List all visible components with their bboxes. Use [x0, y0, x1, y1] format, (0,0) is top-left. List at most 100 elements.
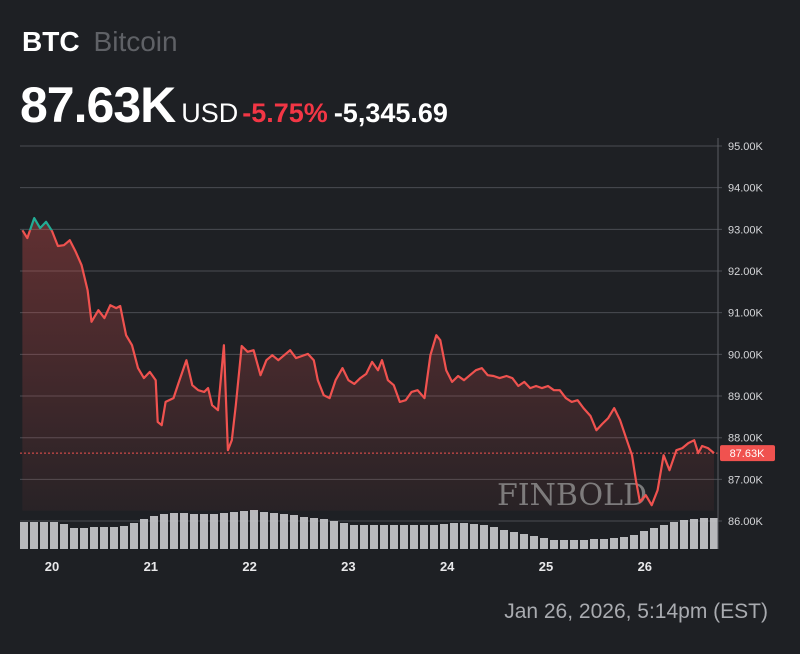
- volume-bar: [680, 520, 688, 549]
- volume-bar: [360, 525, 368, 549]
- volume-bar: [640, 531, 648, 549]
- watermark-logo: FINBOLD: [497, 478, 647, 513]
- last-price-tag: [720, 445, 775, 462]
- price-line-down: [21, 230, 715, 507]
- volume-bar: [180, 513, 188, 549]
- y-tick-label: 95.00K: [728, 141, 764, 153]
- volume-bar: [630, 535, 638, 549]
- x-tick-label: 26: [638, 559, 652, 574]
- volume-bar: [290, 515, 298, 549]
- y-tick-label: 86.00K: [728, 516, 764, 528]
- volume-bar: [530, 536, 538, 549]
- volume-bar: [610, 538, 618, 549]
- volume-bar: [300, 517, 308, 549]
- volume-bar: [220, 513, 228, 549]
- volume-bar: [440, 524, 448, 549]
- volume-bar: [690, 519, 698, 549]
- volume-bar: [170, 513, 178, 549]
- ticker-header: BTC Bitcoin: [22, 26, 178, 58]
- y-tick-label: 88.00K: [728, 433, 764, 445]
- volume-bar: [60, 524, 68, 549]
- volume-bar: [270, 513, 278, 549]
- volume-bar: [280, 514, 288, 549]
- y-tick-label: 92.00K: [728, 266, 764, 278]
- volume-bar: [460, 523, 468, 549]
- volume-bar: [590, 539, 598, 549]
- volume-bar: [430, 525, 438, 549]
- volume-bar: [70, 528, 78, 549]
- volume-bar: [380, 525, 388, 549]
- volume-bar: [580, 540, 588, 549]
- volume-bar: [370, 525, 378, 549]
- volume-bar: [600, 539, 608, 549]
- price-row: 87.63K USD -5.75% -5,345.69: [20, 76, 448, 134]
- volume-bar: [650, 528, 658, 549]
- volume-bar: [240, 511, 248, 549]
- volume-bar: [410, 525, 418, 549]
- volume-bar: [80, 528, 88, 549]
- volume-bar: [700, 518, 708, 549]
- x-tick-label: 22: [242, 559, 256, 574]
- volume-bar: [480, 525, 488, 549]
- volume-bar: [200, 514, 208, 549]
- volume-bar: [340, 523, 348, 549]
- volume-bar: [230, 512, 238, 549]
- volume-bar: [150, 516, 158, 549]
- volume-bar: [100, 527, 108, 549]
- asset-name: Bitcoin: [93, 26, 178, 57]
- y-tick-label: 94.00K: [728, 183, 764, 195]
- volume-bar: [520, 534, 528, 549]
- volume-bar: [400, 525, 408, 549]
- volume-bar: [500, 530, 508, 549]
- volume-bar: [540, 538, 548, 549]
- price-area-fill: [22, 218, 715, 511]
- volume-bar: [30, 522, 38, 549]
- change-percent: -5.75%: [242, 98, 328, 128]
- volume-bar: [130, 523, 138, 549]
- volume-bar: [710, 518, 718, 549]
- volume-bar: [320, 519, 328, 549]
- current-price: 87.63K: [20, 77, 176, 133]
- volume-bar: [670, 522, 678, 549]
- ticker-symbol: BTC: [22, 26, 80, 57]
- volume-bar: [50, 522, 58, 549]
- y-tick-label: 87.00K: [728, 474, 764, 486]
- x-tick-label: 20: [45, 559, 59, 574]
- x-tick-label: 25: [539, 559, 553, 574]
- last-price-label: 87.63K: [730, 448, 766, 460]
- volume-bar: [190, 514, 198, 549]
- volume-bar: [260, 512, 268, 549]
- volume-bar: [510, 532, 518, 549]
- change-absolute: -5,345.69: [333, 98, 448, 128]
- volume-bar: [90, 527, 98, 549]
- volume-bar: [120, 526, 128, 549]
- volume-bar: [140, 519, 148, 549]
- volume-bar: [560, 540, 568, 549]
- volume-bar: [160, 514, 168, 549]
- volume-bar: [390, 525, 398, 549]
- volume-bar: [330, 521, 338, 549]
- x-tick-label: 24: [440, 559, 455, 574]
- currency: USD: [181, 98, 239, 128]
- volume-bar: [40, 522, 48, 549]
- y-tick-label: 90.00K: [728, 349, 764, 361]
- y-tick-label: 93.00K: [728, 224, 764, 236]
- volume-bar: [20, 522, 28, 549]
- timestamp: Jan 26, 2026, 5:14pm (EST): [504, 600, 768, 623]
- volume-bar: [420, 525, 428, 549]
- volume-bar: [620, 537, 628, 549]
- volume-bar: [250, 510, 258, 549]
- x-tick-label: 23: [341, 559, 355, 574]
- y-tick-label: 89.00K: [728, 391, 764, 403]
- volume-bar: [450, 523, 458, 549]
- volume-bar: [490, 527, 498, 549]
- volume-bar: [210, 514, 218, 549]
- volume-bar: [550, 540, 558, 549]
- volume-bar: [350, 525, 358, 549]
- y-tick-label: 91.00K: [728, 308, 764, 320]
- volume-bar: [660, 525, 668, 549]
- volume-bar: [570, 540, 578, 549]
- volume-bar: [110, 527, 118, 549]
- x-tick-label: 21: [144, 559, 158, 574]
